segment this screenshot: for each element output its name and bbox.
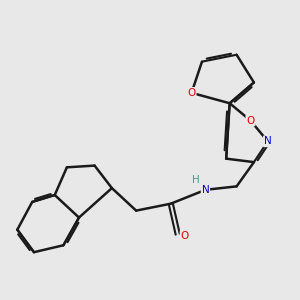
Text: O: O — [246, 116, 255, 126]
Text: O: O — [188, 88, 196, 98]
Text: N: N — [202, 185, 209, 195]
Text: O: O — [181, 231, 189, 241]
Text: N: N — [264, 136, 272, 146]
Text: H: H — [192, 175, 200, 185]
